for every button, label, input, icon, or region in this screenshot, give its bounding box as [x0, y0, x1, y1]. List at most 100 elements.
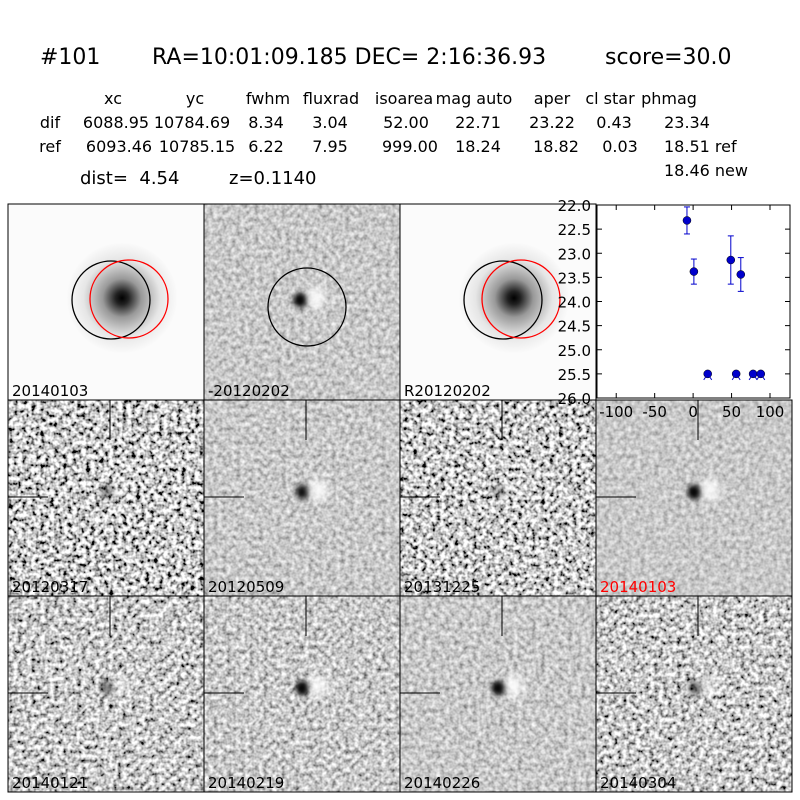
galaxy [67, 243, 177, 353]
table-cell: 22.71 [455, 113, 501, 132]
table-cell: 0.43 [596, 113, 632, 132]
image-panel: 20120509 [203, 399, 401, 597]
aperture [89, 259, 169, 339]
data-point [756, 369, 766, 379]
y-tick-label: 24.5 [558, 318, 591, 336]
x-tick-label: 50 [722, 403, 741, 421]
image-panel: 20131225 [399, 399, 597, 597]
panel-label: 20140121 [12, 774, 88, 792]
y-tick-label: 22.0 [558, 197, 591, 215]
column-header: aper [534, 89, 571, 108]
data-point [726, 255, 736, 265]
column-header: mag auto [436, 89, 513, 108]
data-point [703, 369, 712, 379]
data-point [736, 270, 746, 279]
source-dark [100, 485, 114, 499]
column-header: phmag [641, 89, 697, 108]
column-header: yc [186, 89, 204, 108]
table-cell: 18.82 [533, 137, 579, 156]
x-tick-label: 0 [688, 403, 698, 421]
source-bright [307, 287, 325, 309]
panel-label: 20140226 [404, 774, 480, 792]
table-cell: 10784.69 [154, 113, 230, 132]
plot-background [597, 205, 790, 398]
row-label: dif [40, 113, 61, 132]
table-cell: 23.22 [529, 113, 575, 132]
column-header: isoarea [375, 89, 433, 108]
y-tick-label: 26.0 [558, 390, 591, 408]
image-panel: -20120202 [203, 203, 401, 401]
y-tick-label: 25.5 [558, 366, 591, 384]
y-tick-label: 23.5 [558, 269, 591, 287]
y-tick-label: 23.0 [558, 245, 591, 263]
table-cell: 6093.46 [86, 137, 152, 156]
image-panel: 20140304 [595, 595, 793, 793]
table-cell: 18.24 [455, 137, 501, 156]
candidate-id: #101 [40, 45, 100, 70]
panel-label: 20131225 [404, 578, 480, 596]
y-tick-label: 24.0 [558, 294, 591, 312]
table-cell: 23.34 [664, 113, 710, 132]
image-panel: 20140103 [7, 203, 205, 401]
panel-label: 20120317 [12, 578, 88, 596]
x-tick-label: -50 [642, 403, 667, 421]
plot-frame [596, 204, 791, 399]
image-panel: 20140226 [399, 595, 597, 793]
table-cell: 6.22 [248, 137, 284, 156]
panel-label: 20120509 [208, 578, 284, 596]
distance: dist= 4.54 [80, 168, 179, 189]
column-header: cl star [585, 89, 635, 108]
table-cell: 6088.95 [83, 113, 149, 132]
data-point [682, 216, 692, 225]
aperture [463, 260, 543, 340]
aperture [481, 259, 561, 339]
data-point [731, 369, 741, 379]
aperture [71, 260, 151, 340]
column-header: fluxrad [303, 89, 359, 108]
panel-label: 20140103 [600, 578, 676, 596]
score: score=30.0 [605, 45, 732, 70]
image-panel: 20140121 [7, 595, 205, 793]
image-panel: R20120202 [399, 203, 597, 401]
panel-frame [595, 595, 793, 793]
phmag-new: 18.46 new [664, 161, 748, 180]
source-dark [100, 681, 114, 695]
source-core [494, 683, 502, 693]
table-cell: 52.00 [383, 113, 429, 132]
panel-label: -20120202 [208, 382, 290, 400]
source-core [296, 295, 304, 305]
source-bright [309, 675, 327, 697]
source-dark [688, 681, 702, 695]
source-core [298, 683, 306, 693]
source-dark [296, 485, 310, 499]
source-bright [701, 479, 719, 501]
panel-label: 20140103 [12, 382, 88, 400]
image-panel: 20140219 [203, 595, 401, 793]
y-tick-label: 25.0 [558, 342, 591, 360]
source-dark [492, 485, 506, 499]
source-bright [505, 479, 523, 501]
coordinates: RA=10:01:09.185 DEC= 2:16:36.93 [152, 45, 546, 70]
data-point [748, 369, 758, 379]
source-bright [701, 675, 719, 697]
panel-label: R20120202 [404, 382, 491, 400]
table-cell: 3.04 [312, 113, 348, 132]
data-point [689, 267, 699, 276]
table-cell: 8.34 [248, 113, 284, 132]
image-panel: 20120317 [7, 399, 205, 597]
table-cell: 0.03 [602, 137, 638, 156]
x-tick-label: 100 [756, 403, 785, 421]
table-cell: 7.95 [312, 137, 348, 156]
row-label: ref [39, 137, 61, 156]
x-tick-label: -100 [599, 403, 633, 421]
panel-label: 20140219 [208, 774, 284, 792]
source-bright [113, 479, 131, 501]
source-bright [309, 479, 327, 501]
source-core [690, 487, 698, 497]
galaxy [459, 243, 569, 353]
column-header: fwhm [246, 89, 290, 108]
image-panel: 20140103 [595, 399, 793, 597]
